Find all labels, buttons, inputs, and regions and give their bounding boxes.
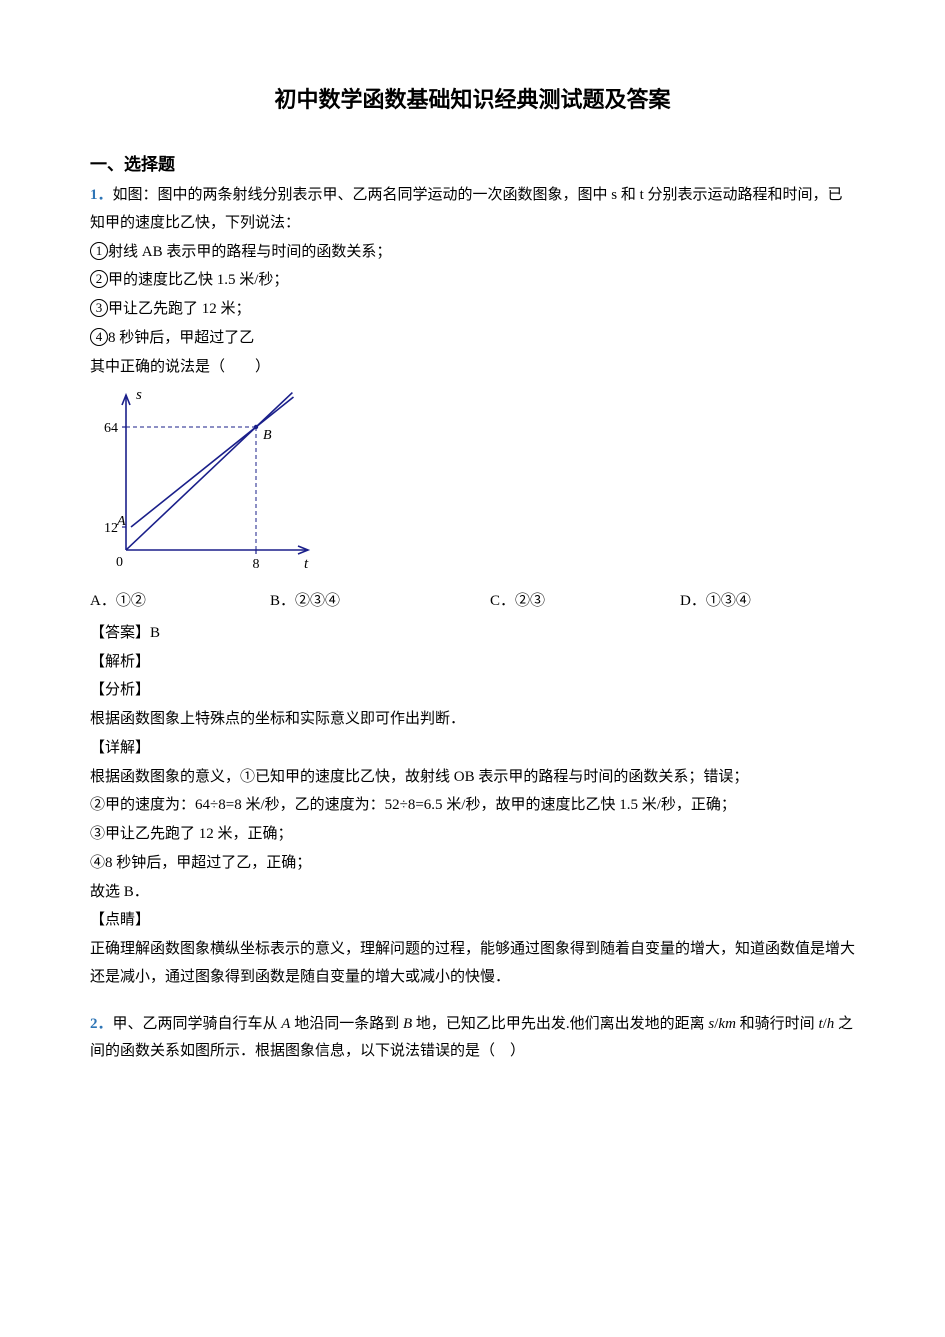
q1-stem: 1．如图：图中的两条射线分别表示甲、乙两名同学运动的一次函数图象，图中 s 和 … [90, 182, 855, 238]
q1-d3: ③甲让乙先跑了 12 米，正确； [90, 821, 855, 849]
svg-text:A: A [116, 514, 126, 529]
q1-dianqing-body: 正确理解函数图象横纵坐标表示的意义，理解问题的过程，能够通过图象得到随着自变量的… [90, 936, 855, 992]
page-title: 初中数学函数基础知识经典测试题及答案 [90, 80, 855, 121]
q1-chart: 64 12 8 0 s t A B [90, 385, 855, 586]
circled-3-icon: 3 [90, 299, 108, 317]
q1-dianqing-label: 【点睛】 [90, 907, 855, 935]
svg-text:64: 64 [104, 421, 118, 436]
q1-opt1: 1射线 AB 表示甲的路程与时间的函数关系； [90, 239, 855, 267]
circled-2-icon: 2 [90, 270, 108, 288]
q1-choices: A．①② B．②③④ C．②③ D．①③④ [90, 588, 855, 616]
q1-choice-d: D．①③④ [680, 588, 855, 616]
q1-ask: 其中正确的说法是（ ） [90, 354, 855, 382]
q1-jiexi-label: 【解析】 [90, 649, 855, 677]
q1-d1: 根据函数图象的意义，①已知甲的速度比乙快，故射线 OB 表示甲的路程与时间的函数… [90, 764, 855, 792]
q1-opt2: 2甲的速度比乙快 1.5 米/秒； [90, 267, 855, 295]
q2-number: 2． [90, 1016, 113, 1032]
q1-chart-svg: 64 12 8 0 s t A B [90, 385, 320, 575]
q1-d2: ②甲的速度为：64÷8=8 米/秒，乙的速度为：52÷8=6.5 米/秒，故甲的… [90, 792, 855, 820]
svg-text:12: 12 [104, 521, 118, 536]
q1-choice-a: A．①② [90, 588, 270, 616]
q1-fenxi-body: 根据函数图象上特殊点的坐标和实际意义即可作出判断． [90, 706, 855, 734]
svg-text:B: B [263, 428, 272, 443]
q1-xiangjie-label: 【详解】 [90, 735, 855, 763]
q2-body: 2．甲、乙两同学骑自行车从 A 地沿同一条路到 B 地，已知乙比甲先出发.他们离… [90, 1011, 855, 1067]
q1-d4: ④8 秒钟后，甲超过了乙，正确； [90, 850, 855, 878]
q1-so: 故选 B． [90, 879, 855, 907]
svg-text:8: 8 [253, 557, 260, 572]
svg-text:s: s [136, 387, 142, 403]
q1-stem-text: 如图：图中的两条射线分别表示甲、乙两名同学运动的一次函数图象，图中 s 和 t … [90, 187, 843, 231]
q1-opt3: 3甲让乙先跑了 12 米； [90, 296, 855, 324]
circled-4-icon: 4 [90, 328, 108, 346]
q1-choice-b: B．②③④ [270, 588, 490, 616]
q1-number: 1． [90, 187, 113, 203]
svg-text:t: t [304, 556, 309, 572]
q1-opt4: 48 秒钟后，甲超过了乙 [90, 325, 855, 353]
svg-text:0: 0 [116, 555, 123, 570]
circled-1-icon: 1 [90, 242, 108, 260]
q1-fenxi-label: 【分析】 [90, 677, 855, 705]
q1-answer: 【答案】B [90, 620, 855, 648]
q1-choice-c: C．②③ [490, 588, 680, 616]
section-heading: 一、选择题 [90, 149, 855, 180]
